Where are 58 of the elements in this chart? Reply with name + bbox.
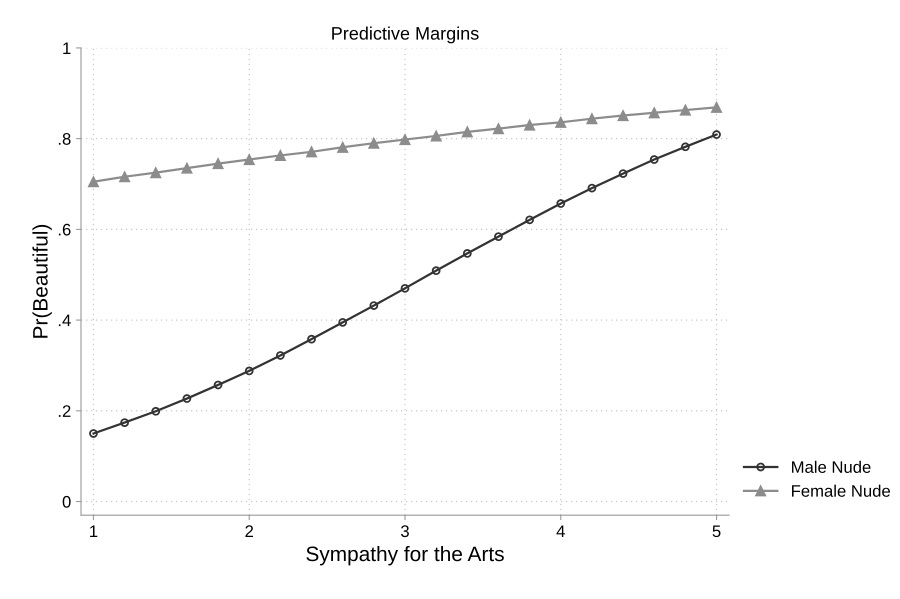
legend-label: Male Nude [792,460,871,473]
point [399,134,411,146]
point [525,215,534,224]
y-tick-label: .4 [58,314,71,326]
point [462,126,473,138]
x-axis-title: Sympathy for the Arts [306,546,504,566]
point [555,116,566,128]
point [680,104,691,116]
point [150,167,162,178]
point [650,155,659,164]
point [681,142,690,152]
point [244,366,254,376]
x-tick-label: 4 [556,525,565,537]
y-tick-label: .6 [58,224,71,236]
point [182,394,192,403]
point [212,158,224,170]
point [492,123,504,134]
point [368,138,380,149]
point [276,351,285,360]
point [306,146,318,158]
y-axis-title: Pr(Beautiful) [32,224,52,338]
point [151,406,160,416]
y-tick-label: 1 [63,42,70,54]
y-tick-label: .2 [58,405,70,417]
point [556,199,566,208]
legend-label: Female Nude [792,484,890,497]
y-tick-label: 0 [62,496,71,508]
point [712,130,721,139]
point [618,110,629,122]
point [710,102,722,113]
point [588,184,596,192]
point [432,266,441,276]
point [119,171,130,182]
point [337,142,348,153]
point [648,107,660,118]
x-tick-label: 2 [245,525,254,537]
point [181,162,192,174]
point [120,418,129,427]
x-tick-label: 5 [712,525,720,538]
point [274,150,286,161]
point [618,169,628,178]
point [494,232,503,241]
chart-title: Predictive Margins [332,26,479,44]
point [524,119,536,131]
x-tick-label: 1 [90,525,98,537]
x-tick-label: 3 [401,525,409,538]
point [462,249,472,258]
point [586,113,598,124]
point [430,130,442,142]
point [88,176,100,188]
y-tick-label: .8 [58,133,71,145]
point [338,318,348,327]
point [400,284,410,293]
point [307,334,316,344]
point [244,154,255,166]
point [89,429,98,438]
point [369,301,378,310]
point [214,380,222,390]
